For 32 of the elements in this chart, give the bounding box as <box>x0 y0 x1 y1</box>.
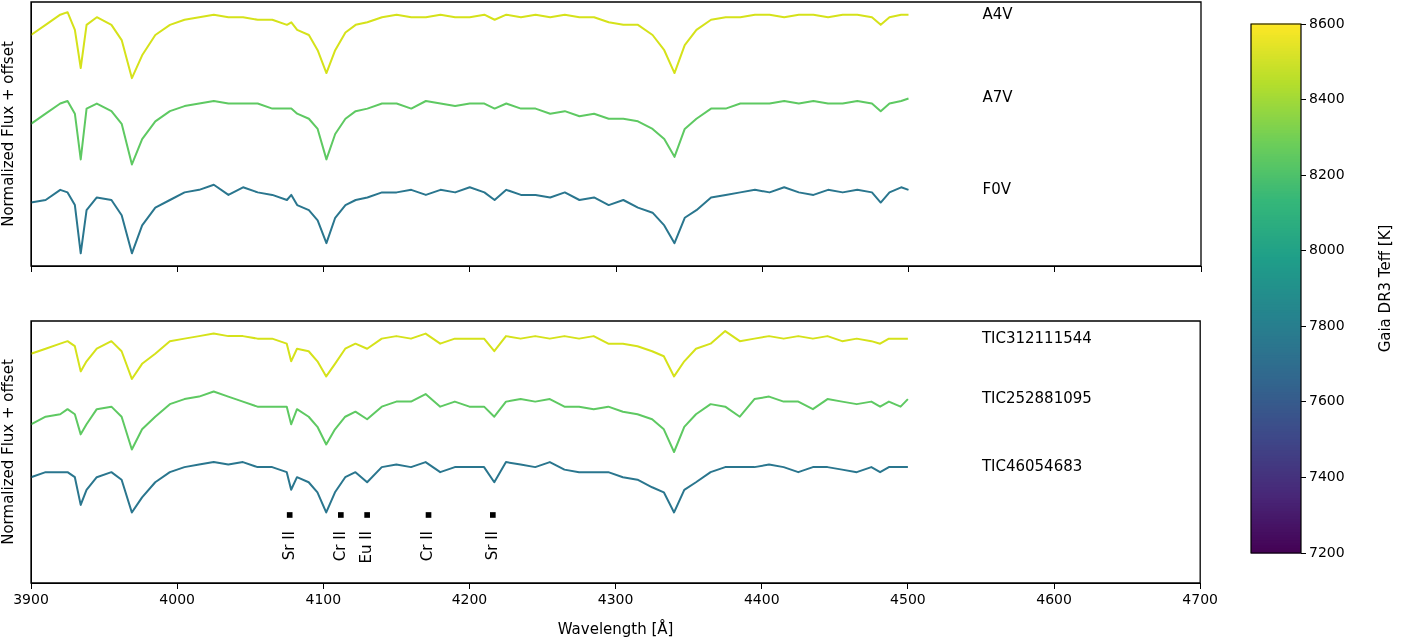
color-bar-label: 7600 <box>1309 392 1345 409</box>
text: A4V <box>982 4 1014 23</box>
text: A7V <box>982 88 1014 107</box>
x-tick-label: 4400 <box>743 591 780 608</box>
x-tick-label: 4200 <box>451 591 488 608</box>
annotation: Sr II <box>279 530 298 561</box>
x-tick-label: 4500 <box>890 591 926 608</box>
color-bar-title: Gaia DR3 Teff [K] <box>1375 224 1394 353</box>
x-axis-title: Wavelength [Å] <box>557 618 674 638</box>
color-bar-label: 8400 <box>1309 90 1345 107</box>
text: TIC46054683 <box>980 457 1083 476</box>
color-bar-label: 8200 <box>1309 165 1345 182</box>
annotation: Eu II <box>357 530 376 564</box>
annotation: Sr II <box>482 530 501 561</box>
annotation: Cr II <box>418 530 437 562</box>
x-tick-label: 4600 <box>1036 591 1072 608</box>
y-axis-title: Normalized Flux + offset <box>0 359 17 545</box>
text: TIC252881095 <box>980 388 1092 407</box>
color-bar-label: 7200 <box>1309 543 1345 560</box>
text: TIC312111544 <box>980 328 1092 347</box>
color-bar-label: 8000 <box>1309 241 1345 258</box>
text: F0V <box>982 179 1012 198</box>
x-tick-label: 4000 <box>159 591 195 608</box>
x-tick-label: 4700 <box>1182 591 1219 608</box>
color-bar-label: 7400 <box>1309 468 1345 485</box>
x-tick-label: 3900 <box>13 591 49 608</box>
color-bar-label: 8600 <box>1309 14 1345 31</box>
x-tick-label: 4100 <box>305 591 342 608</box>
color-bar-label: 7800 <box>1309 316 1345 333</box>
y-axis-title: Normalized Flux + offset <box>0 41 17 227</box>
x-tick-label: 4300 <box>597 591 634 608</box>
annotation: Cr II <box>330 530 349 562</box>
